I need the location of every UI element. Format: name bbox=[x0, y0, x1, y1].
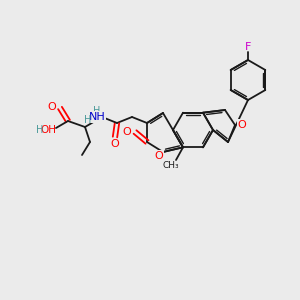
Text: O: O bbox=[123, 127, 131, 137]
Text: O: O bbox=[154, 151, 164, 161]
Text: F: F bbox=[245, 42, 251, 52]
Text: H: H bbox=[93, 106, 101, 116]
Text: O: O bbox=[111, 139, 119, 149]
Text: H: H bbox=[36, 125, 44, 135]
Text: OH: OH bbox=[40, 125, 56, 135]
Text: O: O bbox=[48, 102, 56, 112]
Text: H: H bbox=[84, 115, 92, 125]
Text: N: N bbox=[93, 112, 101, 122]
Text: O: O bbox=[238, 120, 246, 130]
Text: NH: NH bbox=[88, 112, 105, 122]
Text: CH₃: CH₃ bbox=[163, 161, 179, 170]
